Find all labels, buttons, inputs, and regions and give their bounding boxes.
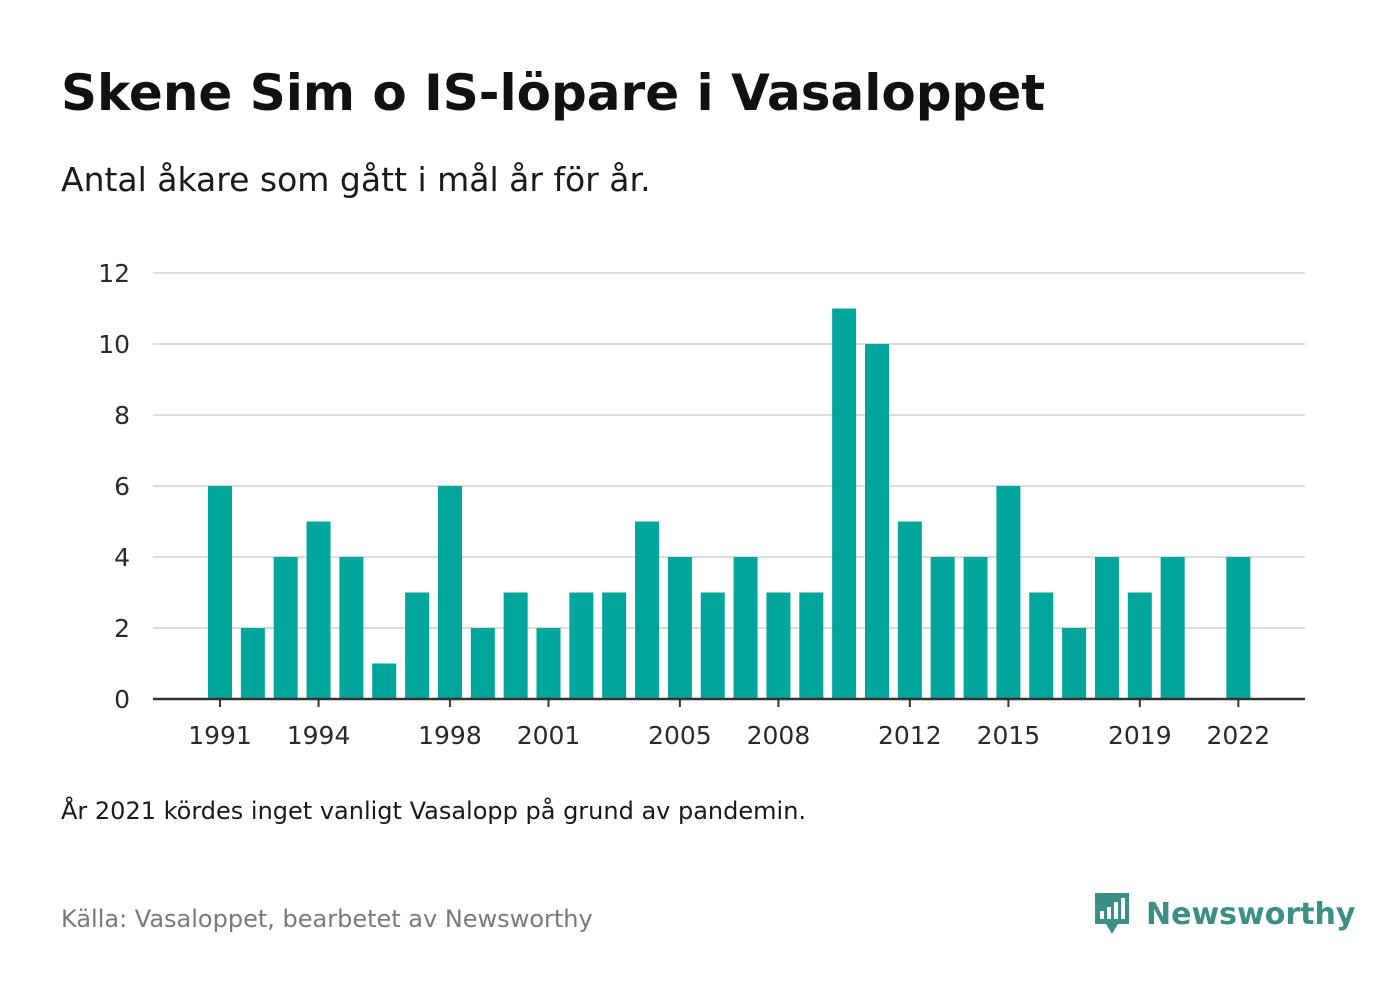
bars xyxy=(208,308,1251,699)
bar-2010 xyxy=(832,308,857,699)
bar-2011 xyxy=(865,344,889,699)
bar-1992 xyxy=(240,628,265,699)
bar-2018 xyxy=(1094,557,1119,699)
x-tick-labels: 1991 1994 1998 2001 2005 2008 2012 2015 2019 2022 xyxy=(188,721,1270,750)
x-tick-label: 2019 xyxy=(1108,721,1172,750)
footnote: År 2021 kördes inget vanligt Vasalopp på… xyxy=(61,797,807,825)
y-tick-label: 2 xyxy=(114,614,130,643)
bar-2020 xyxy=(1160,557,1185,699)
x-tick-label: 1998 xyxy=(418,721,482,750)
bar-2004 xyxy=(635,521,660,699)
bar-2015 xyxy=(996,486,1021,699)
bar-2019 xyxy=(1127,592,1152,699)
bar-2006 xyxy=(700,592,725,699)
bar-1996 xyxy=(372,663,397,699)
bar-1998 xyxy=(437,486,462,699)
bar-2012 xyxy=(897,521,922,699)
bar-2003 xyxy=(602,592,627,699)
y-tick-label: 6 xyxy=(114,472,130,501)
x-tick-label: 2012 xyxy=(878,721,942,750)
bar-1993 xyxy=(273,557,298,699)
bar-1995 xyxy=(339,557,364,699)
bar-2008 xyxy=(766,592,791,699)
bar-2013 xyxy=(930,557,955,699)
x-tick-label: 2022 xyxy=(1207,721,1271,750)
bar-2009 xyxy=(799,592,824,699)
bar-1997 xyxy=(405,592,430,699)
bar-2005 xyxy=(667,557,692,699)
brand-logo: Newsworthy xyxy=(1092,890,1355,938)
bar-2022 xyxy=(1226,557,1251,699)
y-tick-label: 12 xyxy=(98,259,130,288)
source-credit: Källa: Vasaloppet, bearbetet av Newswort… xyxy=(61,905,593,933)
x-tick-label: 1994 xyxy=(287,721,351,750)
bar-2007 xyxy=(733,557,758,699)
axes xyxy=(153,697,1305,707)
brand-name: Newsworthy xyxy=(1146,896,1356,932)
x-tick-label: 2005 xyxy=(648,721,712,750)
bar-2000 xyxy=(503,592,528,699)
x-tick-label: 2015 xyxy=(977,721,1041,750)
x-tick-label: 1991 xyxy=(188,721,252,750)
bar-2017 xyxy=(1062,628,1087,699)
x-tick-label: 2008 xyxy=(747,721,811,750)
bar-1994 xyxy=(306,521,331,699)
newsworthy-logo-icon xyxy=(1095,893,1129,934)
bar-2002 xyxy=(569,592,594,699)
bar-2016 xyxy=(1029,592,1054,699)
bar-1991 xyxy=(208,486,232,699)
chart-subtitle: Antal åkare som gått i mål år för år. xyxy=(61,160,651,199)
bar-chart: 0 2 4 6 8 10 12 1991 1994 1998 2001 2005 2008 2012 20… xyxy=(98,259,1305,750)
x-tick-label: 2001 xyxy=(517,721,581,750)
y-tick-label: 8 xyxy=(114,401,130,430)
bar-2001 xyxy=(536,628,561,699)
y-tick-labels: 0 2 4 6 8 10 12 xyxy=(98,259,130,714)
bar-1999 xyxy=(470,628,495,699)
bar-2014 xyxy=(963,557,988,699)
y-tick-label: 0 xyxy=(114,685,130,714)
y-tick-label: 4 xyxy=(114,543,130,572)
chart-title: Skene Sim o IS-löpare i Vasaloppet xyxy=(61,64,1046,122)
y-tick-label: 10 xyxy=(98,330,130,359)
